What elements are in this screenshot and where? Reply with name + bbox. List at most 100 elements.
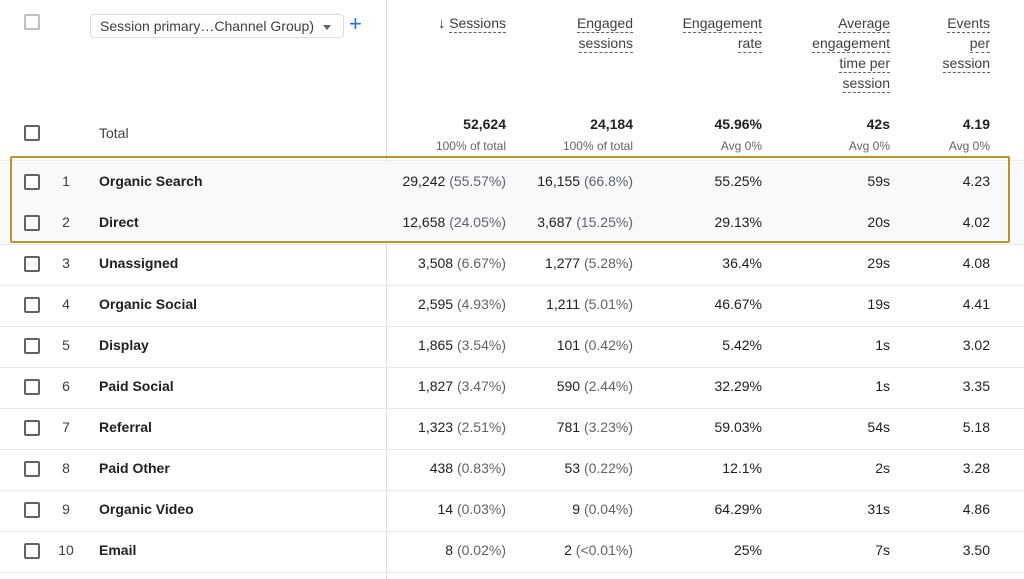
table-row[interactable]: 2 Direct 12,658 (24.05%) 3,687 (15.25%) 29.1…: [0, 203, 1024, 244]
cell-avg-engagement-time: 29s: [867, 255, 890, 271]
cell-engagement-rate: 12.1%: [722, 460, 762, 476]
column-header-avgtime[interactable]: Average engagement time per session: [812, 13, 890, 93]
row-channel-name: Direct: [99, 214, 139, 230]
divider: [0, 244, 1024, 245]
table-row[interactable]: 7 Referral 1,323 (2.51%) 781 (3.23%) 59.03% 5…: [0, 408, 1024, 449]
row-channel-name: Unassigned: [99, 255, 179, 271]
row-checkbox[interactable]: [24, 379, 40, 395]
cell-events-per-session: 4.86: [962, 501, 990, 517]
cell-events-per-session: 4.41: [962, 296, 990, 312]
sessions-value: 1,827: [418, 378, 454, 394]
sessions-percent: (0.02%): [456, 542, 506, 558]
column-header-engaged[interactable]: Engaged sessions: [576, 13, 633, 53]
divider: [0, 449, 1024, 450]
row-channel-name: Referral: [99, 419, 152, 435]
table-row[interactable]: 10 Email 8 (0.02%) 2 (<0.01%) 25% 7s 3.50: [0, 531, 1024, 572]
cell-engagement-rate: 36.4%: [722, 255, 762, 271]
sessions-value: 1,323: [418, 419, 454, 435]
cell-sessions: 12,658 (24.05%): [402, 214, 506, 230]
cell-avg-engagement-time: 2s: [875, 460, 890, 476]
sessions-value: 29,242: [402, 173, 446, 189]
sessions-value: 14: [437, 501, 454, 517]
add-dimension-icon[interactable]: +: [349, 11, 362, 36]
sessions-value: 3,508: [418, 255, 454, 271]
cell-engagement-rate: 32.29%: [714, 378, 762, 394]
column-header-events[interactable]: Events per session: [942, 13, 990, 73]
row-rank: 9: [62, 501, 70, 517]
cell-engaged-sessions: 9 (0.04%): [572, 501, 633, 517]
engaged-value: 2: [564, 542, 572, 558]
column-header-text: Sessions: [449, 15, 506, 33]
table-row[interactable]: 9 Organic Video 14 (0.03%) 9 (0.04%) 64.29% 3…: [0, 490, 1024, 531]
row-checkbox[interactable]: [24, 338, 40, 354]
row-channel-name: Display: [99, 337, 149, 353]
cell-sessions: 3,508 (6.67%): [418, 255, 506, 271]
row-highlight-bg: [0, 162, 1024, 203]
sessions-percent: (24.05%): [449, 214, 506, 230]
engaged-percent: (3.23%): [583, 419, 633, 435]
engaged-percent: (0.42%): [583, 337, 633, 353]
total-avgtime-sub: Avg 0%: [848, 139, 890, 153]
engaged-percent: (<0.01%): [575, 542, 633, 558]
cell-engaged-sessions: 53 (0.22%): [565, 460, 634, 476]
row-checkbox[interactable]: [24, 174, 40, 190]
row-checkbox[interactable]: [24, 256, 40, 272]
column-header-text: Events: [947, 15, 990, 33]
cell-engaged-sessions: 3,687 (15.25%): [537, 214, 633, 230]
engaged-value: 3,687: [537, 214, 573, 230]
total-events: 4.19: [962, 116, 990, 132]
cell-sessions: 29,242 (55.57%): [402, 173, 506, 189]
sessions-value: 8: [445, 542, 454, 558]
column-header-engrate[interactable]: Engagement rate: [682, 13, 762, 53]
arrow-down-icon: ↓: [438, 15, 450, 31]
table-row[interactable]: 4 Organic Social 2,595 (4.93%) 1,211 (5.01%…: [0, 285, 1024, 326]
total-sessions-sub: 100% of total: [435, 139, 506, 153]
table-row[interactable]: 3 Unassigned 3,508 (6.67%) 1,277 (5.28%) 36.…: [0, 244, 1024, 285]
divider: [0, 572, 1024, 573]
divider: [0, 160, 1024, 161]
divider: [0, 326, 1024, 327]
total-avgtime: 42s: [866, 116, 890, 132]
column-header-sessions[interactable]: ↓ Sessions: [438, 13, 506, 33]
sessions-percent: (6.67%): [456, 255, 506, 271]
table-row[interactable]: 5 Display 1,865 (3.54%) 101 (0.42%) 5.42% 1s 3…: [0, 326, 1024, 367]
divider: [0, 531, 1024, 532]
cell-sessions: 1,323 (2.51%): [418, 419, 506, 435]
table-row[interactable]: 1 Organic Search 29,242 (55.57%) 16,155 (66…: [0, 162, 1024, 203]
totals-checkbox[interactable]: [24, 125, 40, 141]
table-row[interactable]: 6 Paid Social 1,827 (3.47%) 590 (2.44%) 32.2…: [0, 367, 1024, 408]
column-divider: [386, 0, 387, 579]
cell-engagement-rate: 29.13%: [714, 214, 762, 230]
sessions-percent: (4.93%): [456, 296, 506, 312]
sessions-value: 12,658: [402, 214, 446, 230]
engaged-percent: (0.22%): [583, 460, 633, 476]
row-checkbox[interactable]: [24, 297, 40, 313]
dimension-picker[interactable]: Session primary…Channel Group): [90, 14, 344, 38]
select-all-checkbox[interactable]: [24, 14, 40, 30]
total-events-sub: Avg 0%: [948, 139, 990, 153]
sessions-value: 1,865: [418, 337, 454, 353]
engaged-value: 101: [556, 337, 581, 353]
cell-avg-engagement-time: 20s: [867, 214, 890, 230]
row-checkbox[interactable]: [24, 461, 40, 477]
row-checkbox[interactable]: [24, 215, 40, 231]
column-header-text: rate: [737, 35, 762, 53]
engaged-value: 9: [572, 501, 581, 517]
column-header-text: time per: [839, 55, 890, 73]
cell-events-per-session: 4.08: [962, 255, 990, 271]
cell-sessions: 1,865 (3.54%): [418, 337, 506, 353]
row-checkbox[interactable]: [24, 420, 40, 436]
sessions-value: 438: [429, 460, 454, 476]
row-checkbox[interactable]: [24, 543, 40, 559]
total-engaged: 24,184: [590, 116, 633, 132]
sessions-percent: (0.83%): [456, 460, 506, 476]
sessions-percent: (3.47%): [456, 378, 506, 394]
sessions-percent: (0.03%): [456, 501, 506, 517]
column-header-text: Engagement: [682, 15, 762, 33]
cell-sessions: 2,595 (4.93%): [418, 296, 506, 312]
row-channel-name: Paid Other: [99, 460, 170, 476]
table-row[interactable]: 8 Paid Other 438 (0.83%) 53 (0.22%) 12.1% 2s 3…: [0, 449, 1024, 490]
row-channel-name: Organic Video: [99, 501, 194, 517]
column-header-text: session: [942, 55, 990, 73]
row-checkbox[interactable]: [24, 502, 40, 518]
